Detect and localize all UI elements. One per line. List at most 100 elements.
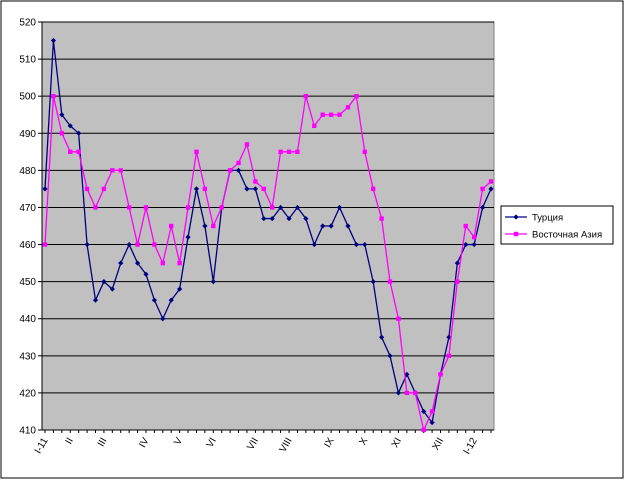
data-point — [202, 223, 208, 229]
data-point — [286, 215, 292, 222]
data-point — [185, 205, 191, 210]
data-point — [353, 241, 359, 248]
y-tick-label: 430 — [19, 351, 36, 362]
data-point — [303, 93, 309, 99]
data-point — [337, 112, 342, 117]
data-point — [109, 286, 115, 292]
legend-label: Турция — [532, 213, 563, 224]
y-tick-label: 420 — [19, 388, 36, 399]
data-point — [211, 223, 216, 229]
data-point — [227, 168, 233, 173]
data-point — [143, 271, 149, 277]
data-point — [244, 142, 250, 147]
data-point — [429, 409, 435, 414]
data-point — [463, 241, 469, 248]
series-0 — [42, 37, 494, 426]
data-point — [59, 131, 65, 136]
data-point — [480, 186, 485, 192]
legend-marker — [513, 214, 519, 220]
data-point — [84, 241, 90, 248]
data-point — [269, 215, 275, 222]
data-point — [252, 186, 258, 192]
data-point — [135, 242, 140, 247]
data-point — [118, 260, 124, 266]
data-point — [463, 223, 468, 229]
data-point — [160, 260, 166, 266]
x-tick-label: V — [172, 436, 185, 448]
data-point — [261, 215, 267, 222]
data-point — [177, 286, 183, 292]
data-point — [235, 167, 242, 173]
y-tick-label: 490 — [19, 129, 36, 140]
y-tick-label: 520 — [19, 18, 36, 29]
y-tick-label: 480 — [19, 166, 36, 177]
series-layer — [42, 37, 494, 433]
data-point — [160, 316, 166, 322]
data-point — [286, 149, 292, 155]
data-point — [42, 186, 48, 192]
data-point — [42, 242, 48, 247]
data-point — [194, 149, 199, 155]
data-point — [396, 316, 401, 321]
data-point — [312, 123, 317, 129]
y-tick-label: 470 — [19, 203, 36, 214]
legend-label: Восточная Азия — [532, 230, 602, 241]
data-point — [76, 149, 81, 155]
data-point — [110, 168, 115, 173]
data-point — [311, 241, 317, 248]
data-point — [413, 390, 418, 396]
data-point — [395, 390, 402, 396]
data-point — [303, 215, 309, 222]
data-point — [404, 371, 410, 377]
data-point — [76, 130, 82, 136]
data-point — [59, 112, 65, 118]
data-point — [421, 427, 426, 433]
series-1 — [42, 93, 494, 433]
data-point — [471, 234, 477, 240]
data-point — [362, 241, 368, 248]
data-point — [92, 297, 99, 303]
x-tick-label: II — [64, 436, 76, 446]
data-point — [421, 408, 427, 415]
data-point — [354, 93, 359, 99]
data-point — [126, 205, 132, 210]
data-point — [370, 186, 376, 192]
data-point — [51, 93, 56, 99]
data-point — [455, 279, 460, 284]
data-point — [143, 205, 149, 210]
data-point — [134, 260, 141, 266]
data-point — [336, 204, 343, 211]
data-point — [404, 390, 410, 396]
data-point — [454, 260, 460, 266]
data-point — [387, 279, 393, 284]
data-point — [219, 205, 224, 210]
data-point — [328, 223, 334, 229]
data-point — [50, 37, 57, 44]
y-tick-label: 440 — [19, 314, 36, 325]
y-tick-label: 510 — [19, 55, 36, 66]
legend-box — [500, 205, 614, 245]
data-point — [210, 279, 216, 285]
x-tick-label: X — [358, 436, 371, 448]
data-point — [126, 241, 132, 248]
data-point — [320, 223, 326, 229]
data-point — [202, 186, 208, 192]
data-point — [294, 204, 301, 211]
data-point — [67, 123, 73, 129]
data-point — [278, 204, 284, 211]
y-axis: 410 420 430 440 450 460 470 480 490 500 510 520 — [19, 18, 43, 437]
data-point — [362, 149, 367, 155]
data-point — [151, 297, 157, 303]
data-point — [429, 419, 435, 426]
data-point — [118, 168, 123, 173]
plot-area — [41, 21, 495, 431]
x-tick-label: XII — [430, 436, 446, 452]
data-point — [185, 234, 191, 240]
y-tick-label: 410 — [19, 426, 36, 437]
legend: Турция Восточная Азия — [500, 205, 614, 245]
data-point — [370, 279, 376, 285]
y-tick-label: 450 — [19, 277, 36, 288]
data-point — [488, 186, 494, 192]
data-point — [479, 204, 486, 211]
